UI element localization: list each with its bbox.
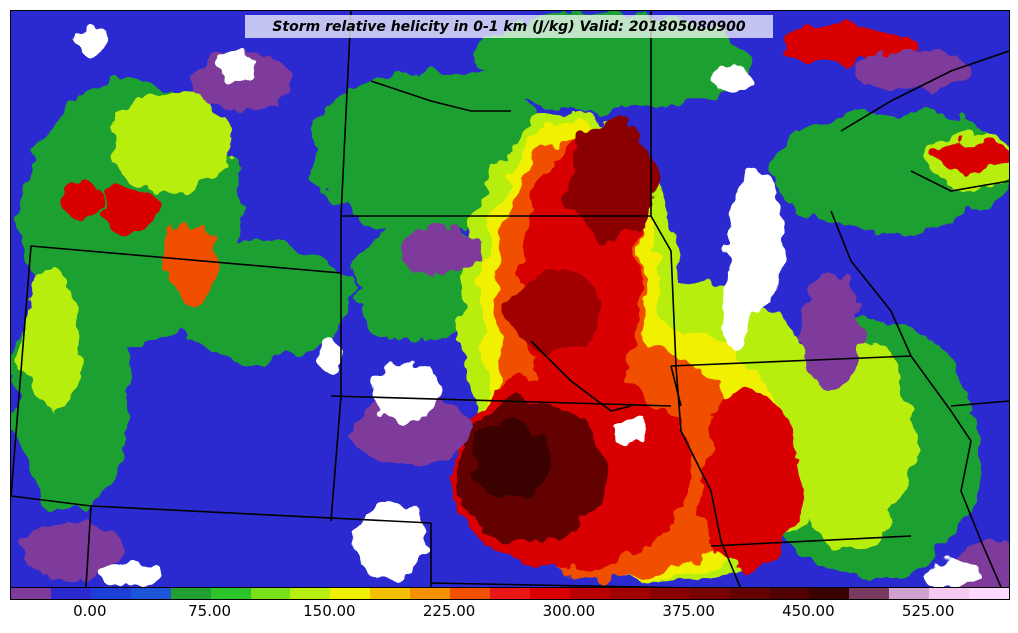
colorbar-segment bbox=[689, 588, 730, 599]
colorbar-segment bbox=[809, 588, 850, 599]
colorbar-segment bbox=[609, 588, 650, 599]
map-field bbox=[11, 11, 1009, 587]
colorbar-tick-label: 300.00 bbox=[542, 602, 596, 620]
colorbar-tick-label: 0.00 bbox=[73, 602, 107, 620]
colorbar-tick-label: 150.00 bbox=[303, 602, 356, 620]
colorbar bbox=[10, 587, 1010, 600]
colorbar-segment bbox=[370, 588, 411, 599]
colorbar-segment bbox=[130, 588, 171, 599]
colorbar-segment bbox=[529, 588, 570, 599]
colorbar-segment bbox=[569, 588, 610, 599]
colorbar-segment bbox=[50, 588, 91, 599]
colorbar-segment bbox=[649, 588, 690, 599]
colorbar-segment bbox=[90, 588, 131, 599]
colorbar-segment bbox=[769, 588, 810, 599]
colorbar-segment bbox=[969, 588, 1010, 599]
colorbar-segment bbox=[729, 588, 770, 599]
map-title-box: Storm relative helicity in 0-1 km (J/kg)… bbox=[245, 15, 773, 38]
map-title: Storm relative helicity in 0-1 km (J/kg)… bbox=[272, 18, 746, 35]
colorbar-segment bbox=[290, 588, 331, 599]
colorbar-segment bbox=[450, 588, 491, 599]
colorbar-ticks: 0.00 75.00 150.00 225.00 300.00 375.00 450.00 5… bbox=[10, 600, 1008, 624]
state-boundaries bbox=[11, 11, 1009, 587]
colorbar-segment bbox=[330, 588, 371, 599]
helicity-map bbox=[10, 10, 1010, 588]
colorbar-segment bbox=[490, 588, 530, 599]
colorbar-segment bbox=[889, 588, 930, 599]
colorbar-segment bbox=[849, 588, 890, 599]
colorbar-segment bbox=[11, 588, 51, 599]
colorbar-tick-label: 525.00 bbox=[901, 602, 955, 620]
colorbar-segment bbox=[210, 588, 251, 599]
colorbar-tick-label: 450.00 bbox=[782, 602, 835, 620]
colorbar-tick-label: 75.00 bbox=[188, 602, 232, 620]
colorbar-tick-label: 375.00 bbox=[662, 602, 715, 620]
colorbar-segment bbox=[250, 588, 291, 599]
colorbar-segment bbox=[929, 588, 970, 599]
colorbar-tick-label: 225.00 bbox=[422, 602, 476, 620]
colorbar-segment bbox=[170, 588, 211, 599]
colorbar-segment bbox=[410, 588, 451, 599]
